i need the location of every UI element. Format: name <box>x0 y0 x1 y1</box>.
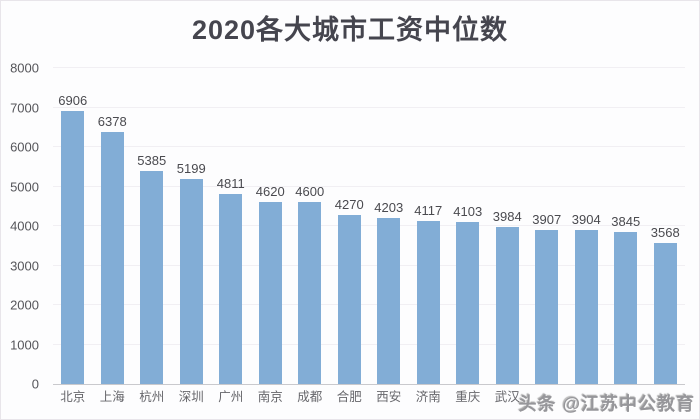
gridline <box>53 343 685 345</box>
gridline <box>53 106 685 108</box>
bar-slot: 4103 <box>448 68 488 384</box>
bar-slot: 3845 <box>606 68 646 384</box>
bar <box>179 178 203 384</box>
gridline <box>53 146 685 147</box>
bar <box>574 229 598 384</box>
bar-slot: 5385 <box>132 68 172 384</box>
bar-value-label: 4620 <box>255 183 285 199</box>
x-tick-label: 成都 <box>297 390 323 404</box>
bar-slot: 4270 <box>330 68 370 384</box>
bar-value-label: 6378 <box>97 114 127 130</box>
bar <box>653 243 677 384</box>
x-tick-label: 杭州 <box>139 390 165 404</box>
y-tick-label: 3000 <box>10 258 39 273</box>
chart-title: 2020各大城市工资中位数 <box>191 15 509 45</box>
bar-slot: 3568 <box>646 68 686 384</box>
gridline <box>53 225 685 226</box>
x-tick-label: 合肥 <box>336 390 362 404</box>
x-tick-label: 西安 <box>376 390 402 404</box>
bar <box>61 111 85 384</box>
x-axis-labels: 北京 上海 杭州 深圳 广州 南京 成都 合肥 西安 济南 重庆 武汉 <box>53 389 685 407</box>
bar <box>219 193 243 384</box>
gridline <box>53 304 685 305</box>
bar-slot: 4203 <box>369 68 409 384</box>
bar-value-label: 4811 <box>216 175 245 191</box>
x-tick-label: 上海 <box>99 390 125 404</box>
x-tick-label: 广州 <box>218 390 244 404</box>
bar <box>416 221 440 384</box>
bars-row: 6906 6378 5385 5199 4811 4620 4600 4270 4203 4117… <box>53 68 685 384</box>
bar <box>298 202 322 384</box>
bar-value-label: 4600 <box>295 184 325 200</box>
x-tick-label: 北京 <box>60 390 86 404</box>
bar-slot: 3907 <box>527 68 567 384</box>
bar <box>258 201 282 384</box>
bar-slot: 4117 <box>409 68 449 384</box>
bar-value-label: 3904 <box>571 211 601 227</box>
y-tick-label: 7000 <box>10 100 39 115</box>
bar-value-label: 5385 <box>137 153 167 169</box>
bar-slot: 3984 <box>488 68 528 384</box>
plot-area: 6906 6378 5385 5199 4811 4620 4600 4270 4203 4117… <box>53 67 685 385</box>
y-tick-label: 4000 <box>10 218 39 234</box>
bar-slot: 4811 <box>211 68 251 384</box>
y-tick-label: 6000 <box>10 139 39 155</box>
gridline <box>53 264 685 266</box>
bar <box>377 217 401 384</box>
x-tick-label: 济南 <box>415 390 441 404</box>
y-axis-labels: 0 1000 2000 3000 4000 5000 6000 7000 8000 <box>1 62 41 391</box>
y-tick-label: 0 <box>31 376 39 392</box>
gridline <box>53 67 685 68</box>
bar-value-label: 3568 <box>650 225 680 241</box>
bar-value-label: 3845 <box>611 214 641 230</box>
bar <box>614 232 638 384</box>
bar-value-label: 6906 <box>58 93 88 109</box>
bar <box>456 221 480 384</box>
gridline <box>53 185 685 187</box>
bar-value-label: 4103 <box>453 203 483 219</box>
bar-slot: 3904 <box>567 68 607 384</box>
watermark: 头条 @江苏中公教育 <box>518 394 695 414</box>
bar-value-label: 3907 <box>532 211 562 227</box>
x-tick-label: 重庆 <box>455 390 481 404</box>
bar <box>140 171 164 384</box>
bar-slot: 4600 <box>290 68 330 384</box>
bar <box>337 215 361 384</box>
y-tick-label: 2000 <box>10 297 39 313</box>
bar <box>495 226 519 384</box>
bar-value-label: 4117 <box>414 203 443 219</box>
bar-slot: 6378 <box>93 68 133 384</box>
x-tick-label: 深圳 <box>178 390 204 404</box>
bar-slot: 4620 <box>251 68 291 384</box>
bar-slot: 6906 <box>53 68 93 384</box>
bar-value-label: 4270 <box>334 197 364 213</box>
bar <box>100 132 124 384</box>
bar-value-label: 5199 <box>176 160 206 176</box>
x-tick-label: 武汉 <box>494 390 520 404</box>
x-tick-label: 南京 <box>257 390 283 404</box>
bar <box>535 229 559 384</box>
y-tick-label: 1000 <box>10 337 39 352</box>
bar-value-label: 4203 <box>374 199 404 215</box>
bar-slot: 5199 <box>172 68 212 384</box>
bar-value-label: 3984 <box>492 208 522 224</box>
y-tick-label: 5000 <box>10 179 39 194</box>
y-tick-label: 8000 <box>10 60 39 76</box>
